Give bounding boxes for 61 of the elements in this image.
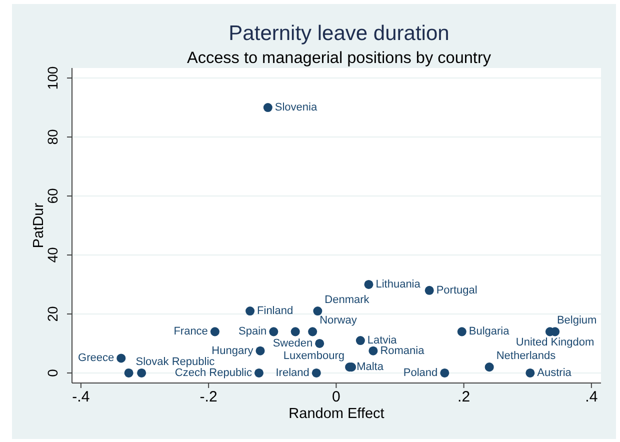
- y-tick-label: 80: [44, 129, 60, 145]
- point: [210, 327, 220, 336]
- annotation: Portugal: [436, 284, 478, 296]
- annotation: Luxembourg: [283, 350, 344, 362]
- annotation: Finland: [257, 305, 294, 318]
- annotation: Belgium: [556, 314, 597, 327]
- y-tick-label: 20: [44, 306, 60, 322]
- y-tick-label: 40: [44, 246, 60, 263]
- annotation: Norway: [320, 314, 358, 327]
- annotation: Netherlands: [496, 350, 556, 362]
- point: [263, 103, 272, 112]
- annotation: Sweden: [272, 337, 313, 350]
- annotation: Ireland: [276, 366, 310, 379]
- annotation: Spain: [238, 326, 267, 338]
- x-axis-title: Random Effect: [288, 406, 384, 422]
- annotation: Romania: [380, 344, 426, 357]
- point: [368, 346, 378, 356]
- y-tick-label: 100: [44, 66, 60, 90]
- annotation: Greece: [78, 352, 114, 364]
- point: [256, 346, 265, 356]
- annotation: Latvia: [367, 334, 398, 347]
- point: [364, 280, 374, 289]
- point: [315, 338, 324, 348]
- chart-title: Paternity leave duration: [228, 22, 450, 45]
- point: [457, 327, 466, 336]
- chart-subtitle: Access to managerial positions by country: [186, 49, 492, 67]
- annotation: Czech Republic: [174, 366, 252, 379]
- annotation: Denmark: [324, 294, 370, 306]
- point: [124, 368, 134, 378]
- x-tick-label: .4: [585, 388, 598, 406]
- annotation: Lithuania: [376, 278, 422, 290]
- y-tick-label: 0: [44, 368, 60, 377]
- x-tick-label: .2: [458, 388, 470, 406]
- annotation: Austria: [537, 366, 572, 379]
- point: [526, 368, 535, 378]
- annotation: Malta: [356, 361, 384, 374]
- point: [137, 368, 146, 378]
- y-tick-label: 60: [44, 188, 60, 204]
- point: [424, 286, 434, 295]
- x-tick-label: -.2: [200, 388, 218, 406]
- point: [290, 327, 300, 336]
- point: [116, 354, 126, 363]
- point: [313, 306, 322, 316]
- annotation: Bulgaria: [468, 326, 510, 338]
- x-tick-label: -.4: [72, 388, 90, 406]
- annotation: Slovenia: [274, 102, 318, 114]
- x-tick-label: 0: [332, 388, 340, 406]
- point: [356, 336, 365, 346]
- annotation: France: [174, 326, 208, 338]
- point: [308, 327, 318, 336]
- y-axis-title: PatDur: [31, 202, 47, 248]
- point: [484, 362, 494, 372]
- point: [246, 306, 255, 316]
- point: [254, 368, 264, 378]
- point: [312, 368, 321, 378]
- point: [269, 327, 278, 336]
- point: [440, 368, 450, 378]
- annotation: United Kingdom: [516, 336, 594, 349]
- annotation: Slovak Republic: [136, 356, 216, 368]
- annotation: Poland: [403, 366, 438, 379]
- annotation: Hungary: [212, 344, 254, 357]
